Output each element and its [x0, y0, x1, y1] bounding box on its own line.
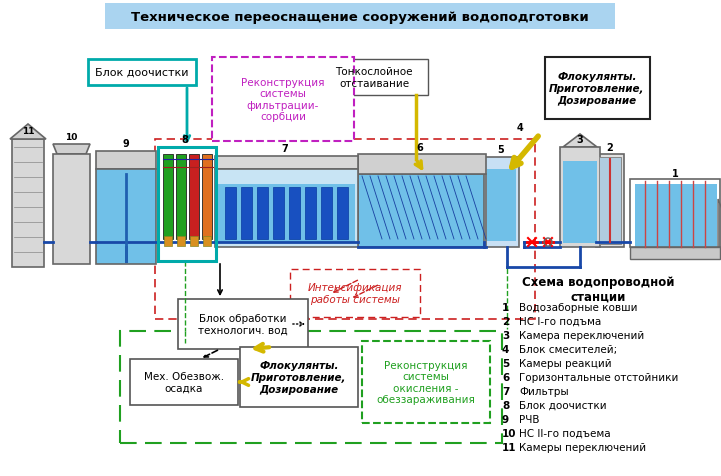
- Text: Блок смесителей;: Блок смесителей;: [519, 344, 617, 354]
- Text: 7: 7: [282, 144, 288, 154]
- Bar: [358, 155, 486, 175]
- Text: Интенсификация
работы системы: Интенсификация работы системы: [308, 283, 402, 304]
- Text: 6: 6: [502, 372, 509, 382]
- Text: 11: 11: [22, 127, 35, 136]
- Bar: [189, 155, 199, 239]
- Bar: [212, 58, 354, 142]
- Text: 2: 2: [502, 317, 509, 327]
- Bar: [130, 359, 238, 405]
- Bar: [225, 188, 236, 239]
- Text: 5: 5: [502, 358, 509, 368]
- Bar: [362, 341, 490, 423]
- Text: Камеры переключений: Камеры переключений: [519, 442, 646, 452]
- Text: 10: 10: [65, 132, 77, 141]
- Bar: [163, 155, 173, 239]
- Text: Камера переключений: Камера переключений: [519, 330, 645, 340]
- Polygon shape: [215, 157, 358, 169]
- Bar: [203, 237, 211, 247]
- Bar: [96, 152, 156, 169]
- Bar: [289, 188, 300, 239]
- Bar: [596, 155, 624, 248]
- Text: 2: 2: [606, 143, 614, 153]
- Text: Мех. Обезвож.
осадка: Мех. Обезвож. осадка: [144, 371, 224, 393]
- Bar: [105, 4, 615, 30]
- Text: Техническое переоснащение сооружений водоподготовки: Техническое переоснащение сооружений вод…: [131, 10, 589, 23]
- Text: Тонкослойное
отстаивание: Тонкослойное отстаивание: [335, 67, 412, 89]
- Text: 4: 4: [502, 344, 509, 354]
- Bar: [177, 237, 185, 247]
- Bar: [305, 188, 316, 239]
- Bar: [563, 162, 597, 244]
- Text: 1: 1: [672, 169, 678, 178]
- Text: 8: 8: [182, 135, 188, 145]
- Text: 4: 4: [517, 123, 523, 133]
- Text: Горизонтальные отстойники: Горизонтальные отстойники: [519, 372, 678, 382]
- Polygon shape: [563, 135, 597, 148]
- Text: 7: 7: [502, 386, 509, 396]
- Bar: [630, 179, 720, 248]
- Text: Блок доочистки: Блок доочистки: [95, 68, 189, 78]
- Text: Флокулянты.
Приготовление,
Дозирование: Флокулянты. Приготовление, Дозирование: [549, 72, 645, 105]
- Text: Блок обработки
технологич. вод: Блок обработки технологич. вод: [198, 314, 288, 335]
- Bar: [164, 237, 172, 247]
- Bar: [560, 148, 600, 248]
- Bar: [202, 155, 212, 239]
- Text: Камеры реакций: Камеры реакций: [519, 358, 611, 368]
- Text: Реконструкция
системы
окисления -
обеззараживания: Реконструкция системы окисления - обезза…: [376, 360, 475, 405]
- Text: 1: 1: [502, 302, 509, 312]
- Bar: [53, 155, 90, 265]
- Polygon shape: [718, 199, 721, 248]
- Bar: [176, 155, 186, 239]
- Text: 10: 10: [502, 428, 516, 438]
- Text: НС I-го подъма: НС I-го подъма: [519, 317, 601, 327]
- Text: 11: 11: [502, 442, 516, 452]
- Text: 3: 3: [577, 135, 583, 145]
- Bar: [215, 169, 358, 248]
- Bar: [96, 169, 156, 265]
- Bar: [88, 60, 196, 86]
- Text: Водозаборные ковши: Водозаборные ковши: [519, 302, 637, 312]
- Bar: [599, 158, 621, 245]
- Bar: [218, 185, 355, 242]
- Text: Схема водопроводной
станции: Схема водопроводной станции: [522, 276, 674, 303]
- Polygon shape: [630, 248, 720, 259]
- Bar: [155, 140, 535, 319]
- Text: 8: 8: [502, 400, 509, 410]
- Bar: [320, 60, 428, 96]
- Bar: [158, 148, 216, 261]
- Text: 9: 9: [502, 414, 509, 424]
- Polygon shape: [53, 145, 90, 155]
- Text: РЧВ: РЧВ: [519, 414, 539, 424]
- Text: Реконструкция
системы
фильтрации-
сорбции: Реконструкция системы фильтрации- сорбци…: [242, 78, 324, 122]
- Bar: [12, 140, 44, 268]
- Text: Флокулянты.
Приготовление,
Дозирование: Флокулянты. Приготовление, Дозирование: [251, 361, 347, 394]
- Polygon shape: [10, 125, 46, 140]
- Bar: [484, 158, 519, 248]
- Bar: [487, 169, 516, 241]
- Text: 3: 3: [502, 330, 509, 340]
- Text: Блок доочистки: Блок доочистки: [519, 400, 606, 410]
- Text: 9: 9: [123, 139, 129, 149]
- Bar: [337, 188, 348, 239]
- Bar: [178, 299, 308, 349]
- Text: НС II-го подъема: НС II-го подъема: [519, 428, 611, 438]
- Bar: [321, 188, 332, 239]
- Bar: [635, 185, 717, 248]
- Text: Фильтры: Фильтры: [519, 386, 569, 396]
- Bar: [290, 269, 420, 317]
- Text: 6: 6: [417, 143, 423, 153]
- Bar: [257, 188, 268, 239]
- Bar: [545, 58, 650, 120]
- Bar: [358, 175, 486, 248]
- Bar: [241, 188, 252, 239]
- Bar: [358, 175, 486, 248]
- Bar: [240, 347, 358, 407]
- Text: 5: 5: [497, 145, 505, 155]
- Bar: [120, 331, 502, 443]
- Bar: [190, 237, 198, 247]
- Bar: [273, 188, 284, 239]
